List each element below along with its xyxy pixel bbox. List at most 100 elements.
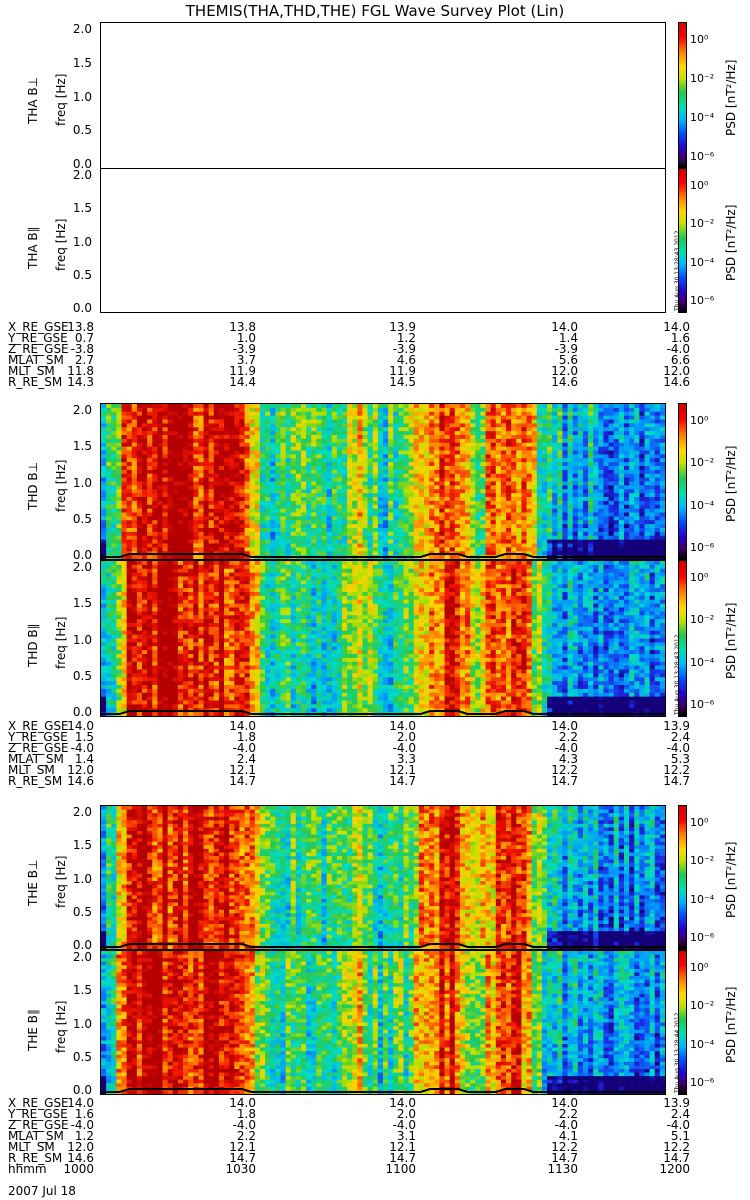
spectrogram-cell (162, 446, 169, 451)
spectrogram-cell (244, 500, 251, 506)
spectrogram-cell (459, 481, 466, 486)
spectrogram-cell (106, 462, 112, 467)
spectrogram-cell (459, 411, 466, 417)
spectrogram-cell (603, 407, 609, 413)
spectrogram-cell (126, 404, 133, 409)
spectrogram-cell (142, 528, 148, 533)
spectrogram-cell (265, 551, 271, 556)
spectrogram-cell (444, 524, 451, 529)
spectrogram-cell (275, 508, 281, 513)
spectrogram-cell (116, 681, 122, 686)
spectrogram-cell (136, 572, 143, 577)
spectrogram-cell (629, 469, 635, 475)
spectrogram-cell (172, 469, 179, 475)
spectrogram-cell (198, 435, 204, 440)
spectrogram-cell (598, 473, 604, 479)
spectrogram-cell (208, 419, 215, 424)
spectrogram-cell (142, 555, 148, 559)
spectrogram-cell (131, 473, 138, 479)
spectrogram-cell (234, 485, 240, 490)
spectrogram-cell (234, 493, 240, 498)
spectrogram-cell (398, 407, 404, 413)
spectrogram-cell (567, 547, 574, 552)
spectrogram-cell (106, 700, 112, 705)
y-tick-label: 0.0 (72, 705, 92, 719)
spectrogram-cell (218, 555, 225, 559)
spectrogram-cell (552, 531, 558, 537)
spectrogram-cell (316, 438, 322, 444)
spectrogram-cell (270, 407, 276, 413)
spectrogram-cell (167, 646, 174, 651)
spectrogram-cell (577, 477, 584, 482)
spectrogram-cell (649, 419, 656, 424)
spectrogram-cell (265, 473, 271, 479)
spectrogram-cell (142, 493, 148, 498)
spectrogram-cell (459, 404, 466, 409)
spectrogram-cell (183, 473, 189, 479)
spectrogram-cell (367, 528, 374, 533)
spectrogram-cell (142, 580, 148, 585)
spectrogram-cell (249, 427, 256, 432)
spectrogram-cell (434, 462, 440, 467)
spectrogram-cell (393, 431, 399, 436)
spectrogram-cell (126, 442, 133, 448)
spectrogram-cell (331, 485, 338, 490)
spectrogram-cell (131, 466, 138, 471)
spectrogram-cell (326, 450, 333, 455)
spectrogram-cell (167, 584, 174, 589)
spectrogram-cell (613, 504, 620, 510)
spectrogram-cell (311, 493, 317, 498)
spectrogram-cell (582, 481, 589, 486)
spectrogram-cell (213, 539, 220, 544)
spectrogram-cell (162, 615, 169, 620)
spectrogram-cell (388, 458, 394, 463)
spectrogram-cell (372, 473, 379, 479)
spectrogram-cell (331, 473, 338, 479)
spectrogram-cell (188, 446, 194, 451)
spectrogram-cell (218, 411, 225, 417)
spectrogram-cell (444, 485, 451, 490)
spectrogram-cell (111, 584, 117, 589)
spectrogram-cell (629, 411, 635, 417)
spectrogram-cell (152, 481, 158, 486)
spectrogram-cell (567, 477, 574, 482)
spectrogram-cell (157, 477, 163, 482)
spectrogram-cell (541, 407, 548, 413)
spectrogram-cell (213, 469, 220, 475)
spectrogram-cell (259, 411, 266, 417)
spectrogram-cell (572, 446, 579, 451)
spectrogram-cell (280, 489, 286, 494)
spectrogram-cell (500, 477, 507, 482)
spectrogram-cell (449, 539, 456, 544)
spectrogram-cell (121, 458, 128, 463)
spectrogram-cell (521, 516, 527, 521)
spectrogram-cell (357, 438, 363, 444)
spectrogram-cell (167, 415, 174, 420)
spectrogram-cell (106, 630, 112, 636)
spectrogram-cell (475, 446, 481, 451)
spectrogram-cell (229, 520, 235, 525)
spectrogram-cell (188, 477, 194, 482)
spectrogram-cell (429, 411, 435, 417)
spectrogram-cell (152, 704, 158, 709)
spectrogram-cell (131, 576, 138, 581)
spectrogram-cell (557, 469, 563, 475)
spectrogram-cell (439, 469, 445, 475)
spectrogram-cell (347, 524, 353, 529)
spectrogram-cell (398, 450, 404, 455)
spectrogram-cell (321, 404, 327, 409)
spectrogram-cell (398, 411, 404, 417)
spectrogram-cell (480, 551, 486, 556)
spectrogram-cell (490, 466, 497, 471)
spectrogram-cell (142, 524, 148, 529)
spectrogram-cell (162, 696, 169, 701)
spectrogram-cell (295, 466, 302, 471)
spectrogram-cell (311, 539, 317, 544)
spectrogram-cell (562, 438, 568, 444)
spectrogram-cell (275, 404, 281, 409)
spectrogram-cell (162, 626, 169, 632)
spectrogram-cell (152, 584, 158, 589)
spectrogram-cell (547, 539, 553, 544)
spectrogram-cell (362, 524, 369, 529)
spectrogram-cell (331, 497, 338, 502)
